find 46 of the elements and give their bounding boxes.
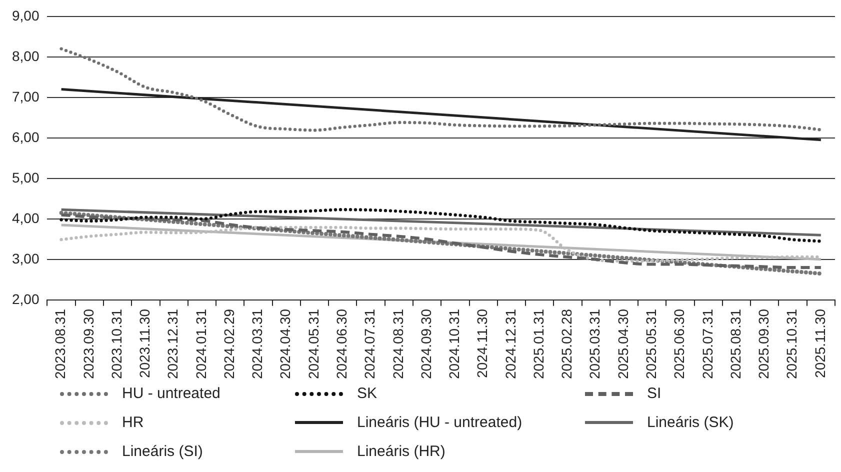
x-tick-label: 2024.10.31 bbox=[446, 308, 462, 380]
x-tick-label: 2024.07.31 bbox=[362, 308, 378, 380]
x-tick-label: 2024.06.30 bbox=[334, 308, 350, 380]
legend-label: HR bbox=[122, 414, 144, 431]
x-tick-label: 2025.10.31 bbox=[784, 308, 800, 380]
line-series bbox=[60, 47, 823, 132]
legend-label: SI bbox=[647, 385, 662, 402]
x-tick-label: 2025.01.31 bbox=[530, 308, 546, 380]
x-tick-label: 2023.10.31 bbox=[108, 308, 124, 380]
y-tick-label: 3,00 bbox=[12, 250, 40, 266]
y-tick-label: 9,00 bbox=[12, 7, 40, 24]
legend-label: Lineáris (HU - untreated) bbox=[357, 414, 522, 431]
y-tick-label: 8,00 bbox=[12, 48, 40, 64]
x-tick-label: 2024.05.31 bbox=[305, 308, 322, 380]
legend-label: Lineáris (SK) bbox=[647, 414, 734, 431]
y-tick-label: 5,00 bbox=[12, 169, 40, 186]
y-tick-label: 7,00 bbox=[12, 88, 40, 104]
x-tick-label: 2025.08.31 bbox=[727, 308, 744, 380]
legend-label: SK bbox=[357, 385, 378, 402]
x-tick-label: 2024.02.29 bbox=[220, 308, 237, 380]
legend-label: Lineáris (SI) bbox=[122, 443, 203, 460]
line-series bbox=[60, 208, 823, 243]
x-tick-label: 2023.09.30 bbox=[80, 308, 96, 380]
x-tick-label: 2025.09.30 bbox=[756, 308, 772, 380]
x-tick-label: 2023.12.31 bbox=[164, 308, 181, 380]
x-tick-label: 2025.04.30 bbox=[614, 308, 631, 380]
x-tick-label: 2023.08.31 bbox=[52, 308, 68, 380]
x-tick-label: 2025.03.31 bbox=[586, 308, 603, 380]
x-tick-label: 2024.03.31 bbox=[249, 308, 266, 380]
y-tick-label: 6,00 bbox=[12, 128, 40, 145]
x-tick-label: 2024.12.31 bbox=[502, 308, 518, 380]
y-tick-label: 4,00 bbox=[12, 210, 40, 226]
x-tick-label: 2023.11.30 bbox=[136, 308, 153, 378]
legend-label: HU - untreated bbox=[122, 385, 220, 402]
x-tick-label: 2024.04.30 bbox=[277, 308, 294, 380]
y-tick-label: 2,00 bbox=[12, 290, 40, 307]
x-tick-label: 2025.07.31 bbox=[699, 308, 716, 380]
x-tick-label: 2024.11.30 bbox=[474, 308, 490, 378]
x-tick-label: 2024.01.31 bbox=[192, 308, 209, 380]
x-tick-label: 2025.11.30 bbox=[812, 308, 828, 378]
x-tick-label: 2025.05.31 bbox=[642, 308, 659, 380]
legend-label: Lineáris (HR) bbox=[357, 443, 446, 460]
x-tick-label: 2024.08.31 bbox=[390, 308, 406, 380]
x-tick-label: 2025.06.30 bbox=[671, 308, 688, 380]
x-tick-label: 2025.02.28 bbox=[558, 308, 575, 380]
x-tick-label: 2024.09.30 bbox=[418, 308, 434, 380]
